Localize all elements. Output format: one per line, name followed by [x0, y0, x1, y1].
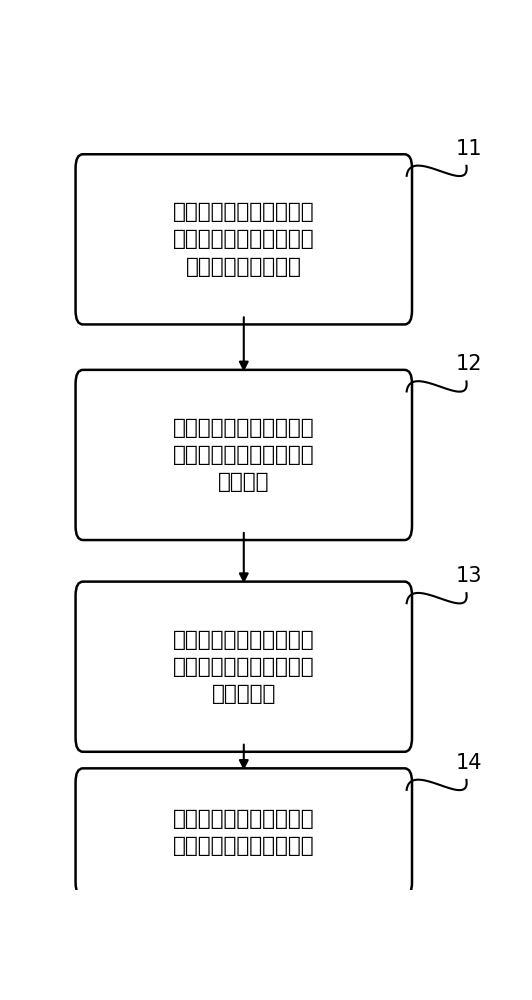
- Text: 12: 12: [455, 354, 482, 374]
- FancyBboxPatch shape: [76, 768, 412, 896]
- FancyBboxPatch shape: [76, 370, 412, 540]
- Text: 14: 14: [455, 753, 482, 773]
- FancyBboxPatch shape: [76, 154, 412, 324]
- Text: 获取网络流量数据流经的
每一个网络节点的连接行
为特征。: 获取网络流量数据流经的 每一个网络节点的连接行 为特征。: [173, 418, 314, 492]
- Text: 对网络流量数据进行预处
理，得到所述网络流量数
据流经的网络节点。: 对网络流量数据进行预处 理，得到所述网络流量数 据流经的网络节点。: [173, 202, 314, 277]
- Text: 利用网络流量连接图判断
网络节点的流量是否异常: 利用网络流量连接图判断 网络节点的流量是否异常: [173, 809, 314, 856]
- Text: 利用连接行为特征计算出
每一个网络节点的网络流
量连接图。: 利用连接行为特征计算出 每一个网络节点的网络流 量连接图。: [173, 630, 314, 704]
- FancyBboxPatch shape: [76, 582, 412, 752]
- Text: 13: 13: [455, 566, 482, 586]
- Text: 11: 11: [455, 139, 482, 159]
